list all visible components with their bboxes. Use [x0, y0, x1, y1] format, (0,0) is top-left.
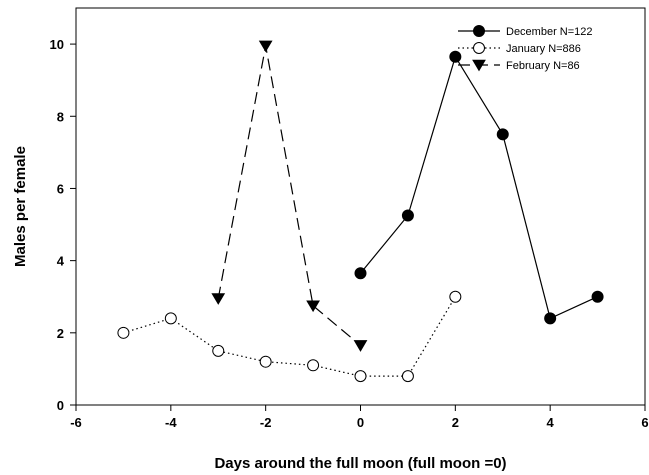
y-tick-label: 6 — [57, 181, 64, 196]
data-point — [401, 370, 414, 383]
legend-marker — [473, 42, 485, 54]
x-axis-title: Days around the full moon (full moon =0) — [214, 455, 506, 472]
x-tick-label: 4 — [547, 415, 555, 430]
legend-label: January N=886 — [506, 43, 581, 55]
y-axis-title: Males per female — [12, 146, 29, 267]
series-1 — [117, 290, 462, 383]
data-point — [496, 128, 509, 141]
legend-label: December N=122 — [506, 26, 593, 38]
data-point — [353, 340, 368, 352]
x-tick-label: -4 — [165, 415, 177, 430]
x-tick-label: 6 — [641, 415, 648, 430]
y-axis-ticks: 0 2 4 6 8 10 — [50, 37, 76, 413]
data-point — [164, 312, 177, 325]
x-tick-label: -2 — [260, 415, 272, 430]
legend-item: January N=886 — [458, 42, 581, 55]
series-line — [123, 296, 456, 377]
data-point — [117, 326, 130, 339]
y-tick-label: 4 — [57, 254, 65, 269]
data-point — [307, 359, 320, 372]
x-tick-label: 0 — [357, 415, 364, 430]
x-axis-ticks: -6 -4 -2 0 2 4 6 — [70, 405, 649, 430]
legend-marker — [472, 59, 486, 72]
legend-item: February N=86 — [458, 59, 580, 72]
data-point — [449, 50, 462, 63]
x-tick-label: 2 — [452, 415, 459, 430]
data-point — [544, 312, 557, 325]
data-point — [211, 293, 226, 305]
x-tick-label: -6 — [70, 415, 82, 430]
series-0 — [354, 50, 604, 325]
data-point — [401, 209, 414, 222]
data-point — [212, 344, 225, 357]
y-tick-label: 10 — [50, 37, 64, 52]
series-line — [217, 45, 361, 346]
data-point — [354, 370, 367, 383]
y-tick-label: 8 — [57, 109, 64, 124]
y-tick-label: 2 — [57, 326, 64, 341]
data-point — [258, 40, 273, 53]
series-2 — [211, 40, 368, 352]
series-line — [360, 55, 598, 320]
data-point — [449, 290, 462, 303]
y-tick-label: 0 — [57, 398, 64, 413]
series-layer — [117, 40, 604, 383]
legend-item: December N=122 — [458, 25, 593, 38]
legend-label: February N=86 — [506, 60, 580, 72]
legend: December N=122 January N=886 February N=86 — [458, 25, 593, 72]
data-point — [259, 355, 272, 368]
data-point — [306, 300, 320, 313]
data-point — [354, 267, 367, 280]
data-point — [591, 290, 604, 303]
legend-marker — [473, 25, 485, 37]
